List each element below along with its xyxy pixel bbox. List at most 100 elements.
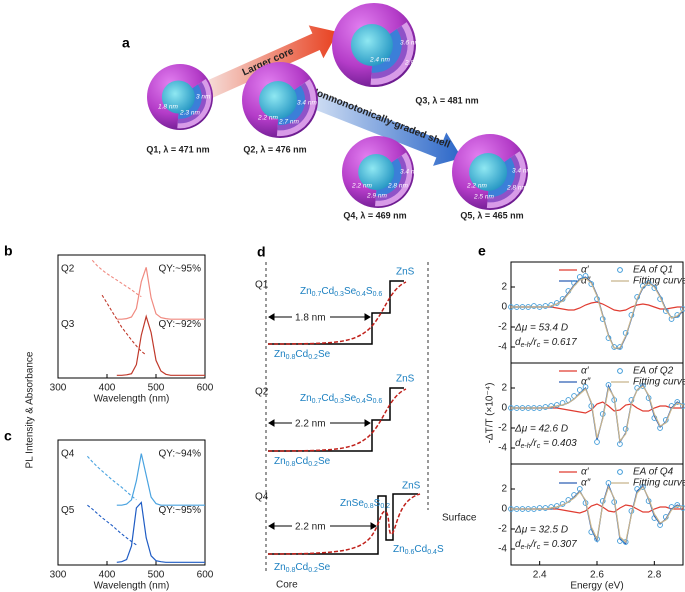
y-tick-label: -2 bbox=[498, 423, 507, 434]
subscript: e-h bbox=[521, 544, 531, 551]
dimension: 2.2 nm bbox=[257, 115, 278, 122]
series-line bbox=[511, 385, 684, 443]
formula-part: Zn bbox=[300, 393, 312, 404]
subscript: 0.2 bbox=[308, 461, 318, 468]
formula-part: Zn bbox=[274, 562, 286, 573]
formula-part: /r bbox=[530, 539, 538, 550]
formula-part: /r bbox=[530, 438, 538, 449]
absorbance-line bbox=[91, 259, 142, 298]
dimension: 3.4 nm bbox=[400, 169, 420, 176]
subscript: 0.4 bbox=[427, 549, 437, 556]
dimension: 3.4 nm bbox=[297, 100, 317, 107]
legend-label: Fitting curve bbox=[633, 377, 685, 388]
subscript: 0.4 bbox=[356, 291, 366, 298]
data-point bbox=[617, 538, 623, 544]
dimension: 2.8 nm bbox=[387, 183, 408, 190]
x-tick-label: 500 bbox=[148, 570, 165, 581]
series-line bbox=[116, 314, 205, 376]
data-point bbox=[531, 303, 537, 309]
data-point bbox=[605, 480, 612, 486]
formula-part: Cd bbox=[295, 349, 308, 360]
panel-label: c bbox=[4, 428, 12, 444]
data-point bbox=[640, 484, 646, 490]
dimension: 2.8 nm bbox=[506, 185, 527, 192]
subscript: 0.3 bbox=[334, 291, 344, 298]
legend-label: α′ bbox=[581, 467, 590, 478]
dipole-annotation: Δμ = 32.5 D bbox=[514, 525, 568, 536]
subscript: 0.6 bbox=[373, 291, 383, 298]
data-point bbox=[674, 502, 681, 508]
x-tick-label: 500 bbox=[148, 383, 165, 394]
subscript: e-h bbox=[521, 342, 531, 349]
y-tick-label: -2 bbox=[498, 322, 507, 333]
row-label: Q4 bbox=[255, 492, 269, 503]
dimension: 1.8 nm bbox=[158, 104, 178, 111]
y-tick-label: -2 bbox=[498, 524, 507, 535]
data-point bbox=[680, 505, 685, 511]
series-label: Q3 bbox=[61, 319, 75, 330]
formula-part: Se bbox=[318, 456, 331, 467]
absorbance-line bbox=[87, 504, 137, 546]
plot-frame bbox=[57, 254, 206, 379]
panel-label: a bbox=[122, 35, 130, 51]
distance-arrows bbox=[268, 313, 377, 530]
formula-part: Cd bbox=[295, 562, 308, 573]
smooth-profile bbox=[267, 493, 421, 555]
y-axis-label: -ΔT/T (×10⁻⁴) bbox=[485, 383, 496, 444]
subscript: 0.7 bbox=[312, 398, 322, 405]
y-tick-label: 2 bbox=[501, 383, 507, 394]
formula-part: Se bbox=[344, 286, 357, 297]
dimension: 2.2 nm bbox=[351, 183, 372, 190]
smooth-profile bbox=[267, 281, 407, 345]
series-line bbox=[116, 267, 205, 320]
dimension: 2.2 nm bbox=[466, 183, 487, 190]
legend-label: Fitting curve bbox=[633, 276, 685, 287]
shell-material: ZnS bbox=[396, 267, 415, 278]
arrow-head bbox=[268, 522, 275, 530]
dimension: 3.6 nm bbox=[400, 40, 420, 47]
legend-label: α′ bbox=[581, 366, 590, 377]
series-label: Q5 bbox=[61, 505, 75, 516]
x-axis-label: Wavelength (nm) bbox=[94, 394, 170, 405]
formula-part: d bbox=[515, 337, 521, 348]
legend-label: Fitting curve bbox=[633, 478, 685, 489]
formula-part: S bbox=[366, 286, 373, 297]
distance: 2.2 nm bbox=[295, 522, 326, 533]
absorbance-line bbox=[101, 294, 147, 356]
dimension: 2.5 nm bbox=[473, 194, 494, 201]
data-point bbox=[576, 387, 583, 393]
arrow-head bbox=[268, 313, 275, 321]
caption: Q1, λ = 471 nm bbox=[146, 144, 209, 154]
nanocrystal-core bbox=[350, 24, 393, 66]
formula-part: Zn bbox=[274, 349, 286, 360]
series-line bbox=[116, 501, 205, 563]
x-tick-label: 2.8 bbox=[647, 570, 661, 581]
arrow-head bbox=[268, 419, 275, 427]
data-point bbox=[594, 439, 600, 445]
core-label: Core bbox=[276, 580, 298, 591]
legend-label: α″ bbox=[581, 478, 591, 489]
subscript: 0.2 bbox=[308, 354, 318, 361]
data-point bbox=[634, 486, 640, 492]
y-tick-label: -4 bbox=[498, 443, 507, 454]
subscript: 0.8 bbox=[286, 567, 296, 574]
series-label: Q2 bbox=[61, 264, 75, 275]
formula-part: = 0.403 bbox=[540, 438, 577, 449]
legend-marker bbox=[617, 368, 623, 374]
nanocrystal-core bbox=[259, 81, 298, 119]
dipole-annotation: Δμ = 53.4 D bbox=[514, 323, 568, 334]
subscript: c bbox=[537, 443, 541, 450]
row-label: Q1 bbox=[255, 280, 269, 291]
formula-part: Cd bbox=[414, 544, 427, 555]
x-tick-label: 600 bbox=[197, 570, 214, 581]
series-line bbox=[116, 453, 205, 506]
distance: 1.8 nm bbox=[295, 313, 326, 324]
data-point bbox=[640, 383, 646, 389]
series-line bbox=[511, 276, 684, 350]
dimension: 2.9 nm bbox=[366, 193, 387, 200]
x-tick-label: 600 bbox=[197, 383, 214, 394]
data-point bbox=[645, 280, 652, 286]
formula-part: = 0.307 bbox=[540, 539, 577, 550]
arrow bbox=[204, 25, 338, 99]
